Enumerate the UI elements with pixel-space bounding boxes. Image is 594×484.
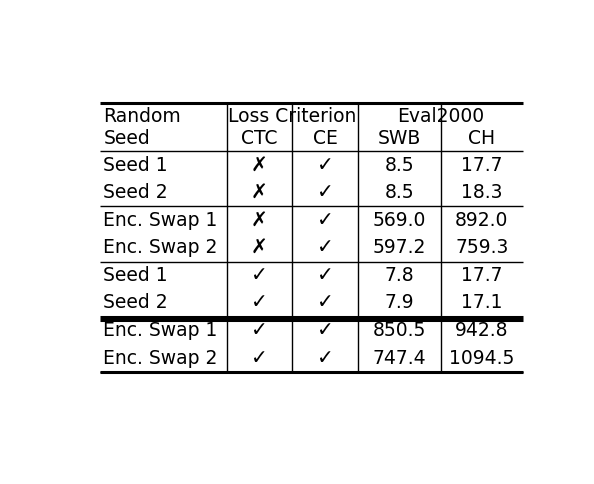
Text: Seed 1: Seed 1 [103, 155, 168, 175]
Text: ✓: ✓ [251, 266, 268, 285]
Text: CE: CE [312, 129, 337, 148]
Text: 17.1: 17.1 [461, 293, 503, 313]
Text: 18.3: 18.3 [461, 183, 503, 202]
Text: Seed 1: Seed 1 [103, 266, 168, 285]
Text: Enc. Swap 2: Enc. Swap 2 [103, 238, 217, 257]
Text: 17.7: 17.7 [461, 266, 503, 285]
Text: SWB: SWB [378, 129, 421, 148]
Text: ✓: ✓ [317, 266, 334, 285]
Text: ✓: ✓ [317, 211, 334, 230]
Text: 7.8: 7.8 [384, 266, 414, 285]
Text: ✓: ✓ [251, 321, 268, 340]
Text: 850.5: 850.5 [372, 321, 426, 340]
Text: ✓: ✓ [251, 293, 268, 313]
Text: ✓: ✓ [317, 348, 334, 367]
Text: ✗: ✗ [251, 211, 268, 230]
Text: Seed 2: Seed 2 [103, 183, 168, 202]
Text: ✗: ✗ [251, 238, 268, 257]
Text: ✓: ✓ [251, 348, 268, 367]
Text: Eval2000: Eval2000 [397, 107, 484, 126]
Text: 569.0: 569.0 [372, 211, 426, 230]
Text: ✓: ✓ [317, 155, 334, 175]
Text: Seed: Seed [103, 129, 150, 148]
Text: 1094.5: 1094.5 [449, 348, 514, 367]
Text: 942.8: 942.8 [455, 321, 508, 340]
Text: 892.0: 892.0 [455, 211, 508, 230]
Text: 747.4: 747.4 [372, 348, 426, 367]
Text: Loss Criterion: Loss Criterion [228, 107, 356, 126]
Text: 759.3: 759.3 [455, 238, 508, 257]
Text: ✗: ✗ [251, 183, 268, 202]
Text: ✗: ✗ [251, 155, 268, 175]
Text: 8.5: 8.5 [384, 183, 414, 202]
Text: Enc. Swap 1: Enc. Swap 1 [103, 211, 217, 230]
Text: ✓: ✓ [317, 321, 334, 340]
Text: 7.9: 7.9 [384, 293, 414, 313]
Text: Seed 2: Seed 2 [103, 293, 168, 313]
Text: 17.7: 17.7 [461, 155, 503, 175]
Text: ✓: ✓ [317, 293, 334, 313]
Text: 8.5: 8.5 [384, 155, 414, 175]
Text: ✓: ✓ [317, 238, 334, 257]
Text: CTC: CTC [241, 129, 278, 148]
Text: Enc. Swap 2: Enc. Swap 2 [103, 348, 217, 367]
Text: Enc. Swap 1: Enc. Swap 1 [103, 321, 217, 340]
Text: ✓: ✓ [317, 183, 334, 202]
Text: CH: CH [468, 129, 495, 148]
Text: 597.2: 597.2 [372, 238, 426, 257]
Text: Random: Random [103, 107, 181, 126]
